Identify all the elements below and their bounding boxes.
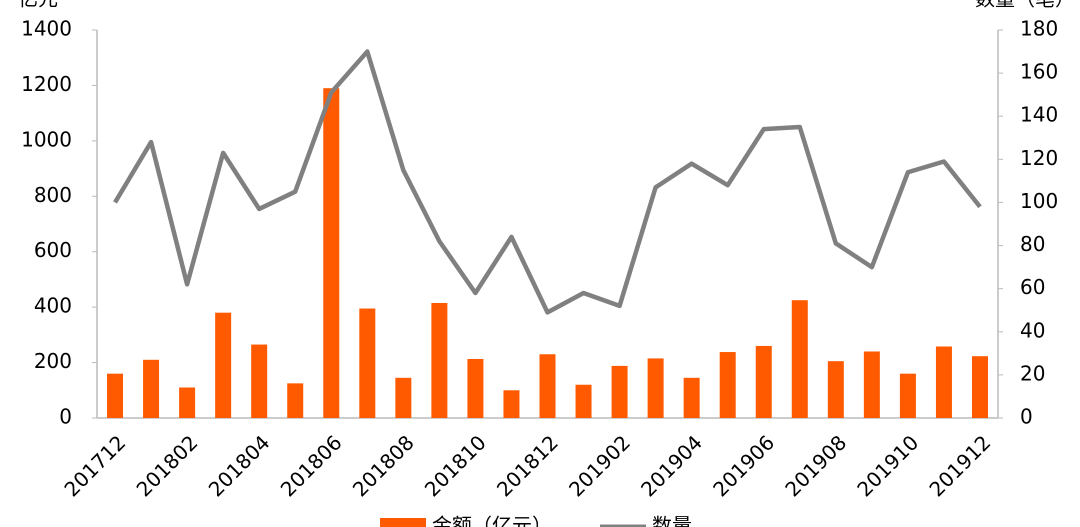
bar: [899, 373, 916, 418]
y2-tick-label: 160: [1020, 60, 1058, 84]
y2-axis-title: 数量（笔）: [975, 0, 1075, 11]
x-tick-label: 201806: [276, 430, 347, 501]
bar: [323, 88, 340, 418]
bar: [647, 358, 664, 418]
bar: [971, 356, 988, 418]
bar: [359, 308, 376, 418]
y2-tick-label: 60: [1020, 275, 1045, 299]
bar: [755, 345, 772, 418]
bar: [611, 365, 628, 418]
x-tick-label: 201906: [708, 430, 779, 501]
x-tick-label: 201712: [59, 430, 130, 501]
legend-label: 金额（亿元）: [432, 514, 552, 527]
bar: [431, 302, 448, 418]
bar: [143, 359, 160, 418]
bar: [575, 384, 592, 418]
x-tick-label: 201912: [924, 430, 995, 501]
bar: [827, 361, 844, 418]
bar: [719, 352, 736, 418]
x-tick-label: 201908: [780, 430, 851, 501]
y2-tick-label: 20: [1020, 361, 1045, 385]
bar: [683, 377, 700, 418]
line: [113, 49, 982, 315]
x-tick-label: 201808: [348, 430, 419, 501]
x-tick-label: 201904: [636, 430, 707, 501]
bar: [107, 373, 124, 418]
legend-swatch: [380, 518, 426, 527]
y-tick-label: 1400: [21, 17, 72, 41]
y2-tick-label: 80: [1020, 232, 1045, 256]
x-tick-label: 201802: [132, 430, 203, 501]
bar: [863, 351, 880, 418]
bar: [503, 390, 520, 418]
bar: [395, 377, 412, 418]
bar: [215, 312, 232, 418]
y2-tick-label: 180: [1020, 17, 1058, 41]
y2-tick-label: 40: [1020, 318, 1045, 342]
y2-tick-label: 100: [1020, 189, 1058, 213]
y-tick-label: 600: [34, 238, 72, 262]
y-tick-label: 1200: [21, 72, 72, 96]
y-tick-label: 800: [34, 183, 72, 207]
x-tick-label: 201902: [564, 430, 635, 501]
bar: [251, 344, 268, 418]
bar: [935, 346, 952, 418]
y-tick-label: 1000: [21, 127, 72, 151]
y-tick-label: 200: [34, 349, 72, 373]
bar: [539, 354, 556, 418]
x-tick-label: 201812: [492, 430, 563, 501]
y-axis-title: 亿元: [18, 0, 58, 11]
bar: [179, 387, 196, 418]
y-tick-label: 0: [59, 405, 72, 429]
y2-tick-label: 120: [1020, 146, 1058, 170]
x-tick-label: 201804: [204, 430, 275, 501]
bar: [791, 300, 808, 418]
y2-tick-label: 140: [1020, 103, 1058, 127]
x-tick-label: 201810: [420, 430, 491, 501]
bar: [287, 383, 304, 418]
y2-tick-label: 0: [1020, 405, 1033, 429]
legend-label: 数量: [652, 514, 692, 527]
bar: [467, 358, 484, 418]
x-tick-label: 201910: [852, 430, 923, 501]
y-tick-label: 400: [34, 294, 72, 318]
